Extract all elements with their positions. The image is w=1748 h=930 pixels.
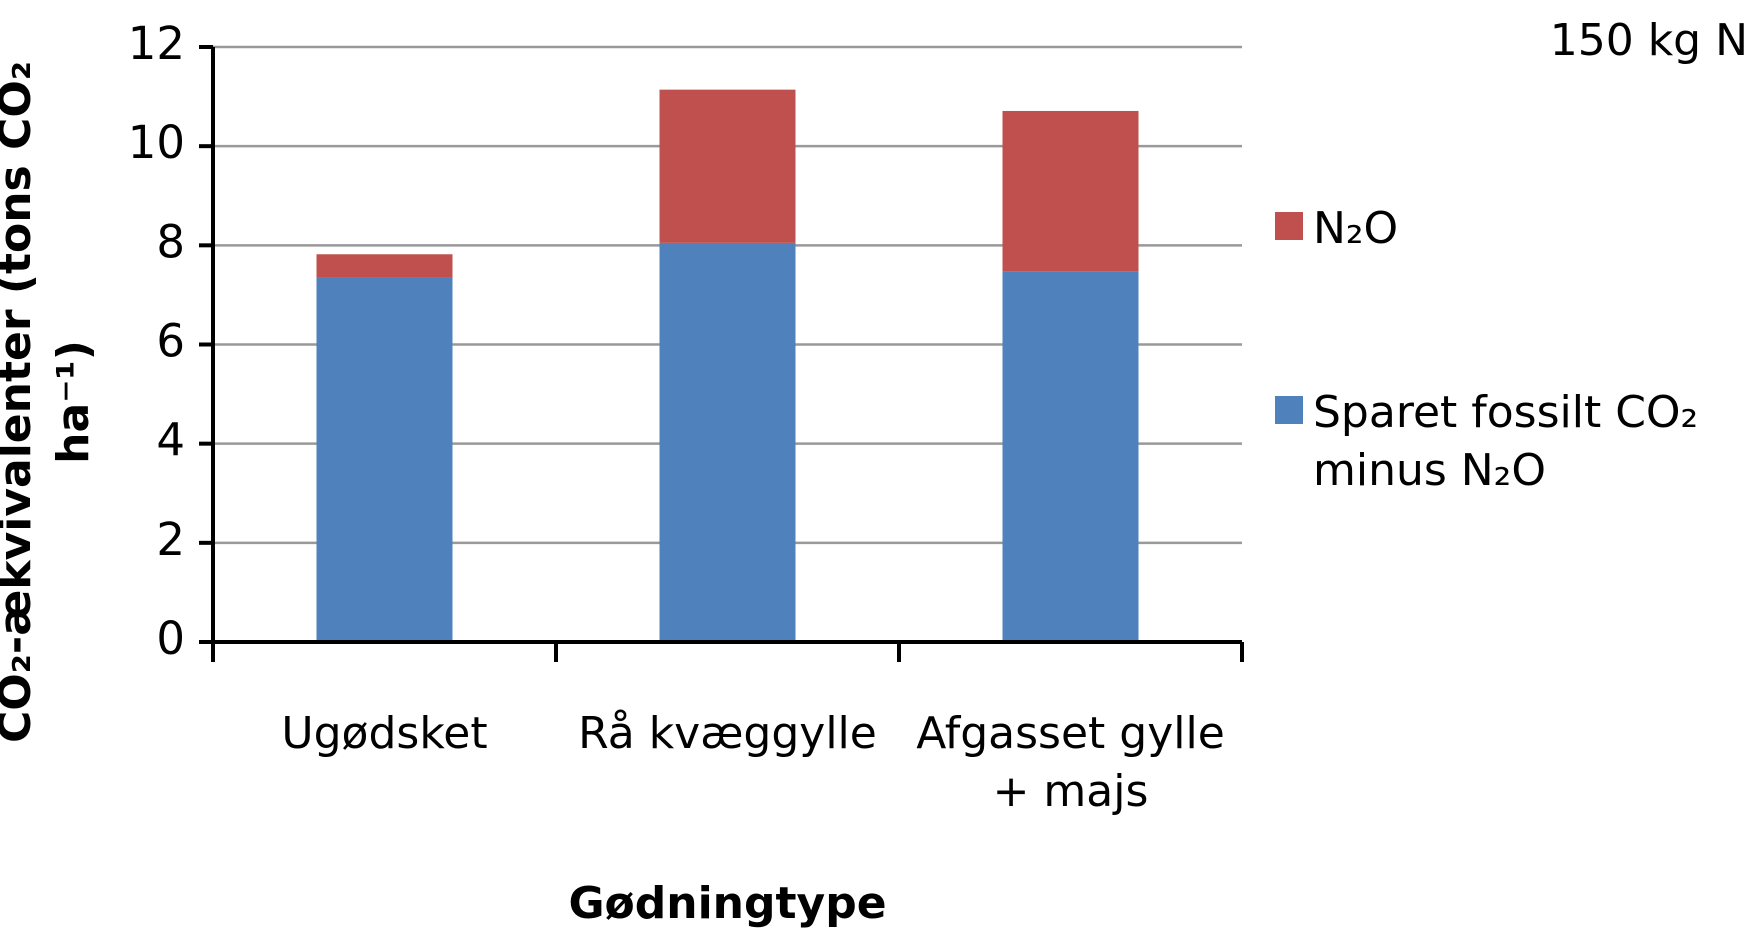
annotation: 150 kg N <box>1549 15 1748 66</box>
x-tick-label: Rå kvæggylle <box>578 708 877 759</box>
y-tick-label: 6 <box>156 315 185 368</box>
y-tick-label: 2 <box>156 513 185 566</box>
bar-segment <box>659 89 796 243</box>
legend-swatch <box>1275 396 1303 424</box>
x-axis-label: Gødningtype <box>568 878 887 929</box>
y-tick-label: 8 <box>156 215 185 268</box>
y-tick-label: 4 <box>156 414 185 467</box>
y-tick-label: 10 <box>128 116 185 169</box>
bar-segment <box>659 242 796 642</box>
legend-label: N₂O <box>1313 203 1399 254</box>
bar-segment <box>1002 271 1139 642</box>
y-tick-label: 0 <box>156 612 185 665</box>
legend-swatch <box>1275 212 1303 240</box>
y-tick-label: 12 <box>128 17 185 70</box>
bar-segment <box>316 277 453 642</box>
bar-segment <box>316 254 453 278</box>
x-tick-label: Ugødsket <box>281 708 488 759</box>
bar-segment <box>1002 110 1139 272</box>
legend-label: Sparet fossilt CO₂ minus N₂O <box>1313 387 1699 496</box>
x-tick-label: Afgasset gylle + majs <box>916 708 1225 817</box>
y-axis-label: CO₂-ækvivalenter (tons CO₂ ha⁻¹) <box>0 60 99 744</box>
